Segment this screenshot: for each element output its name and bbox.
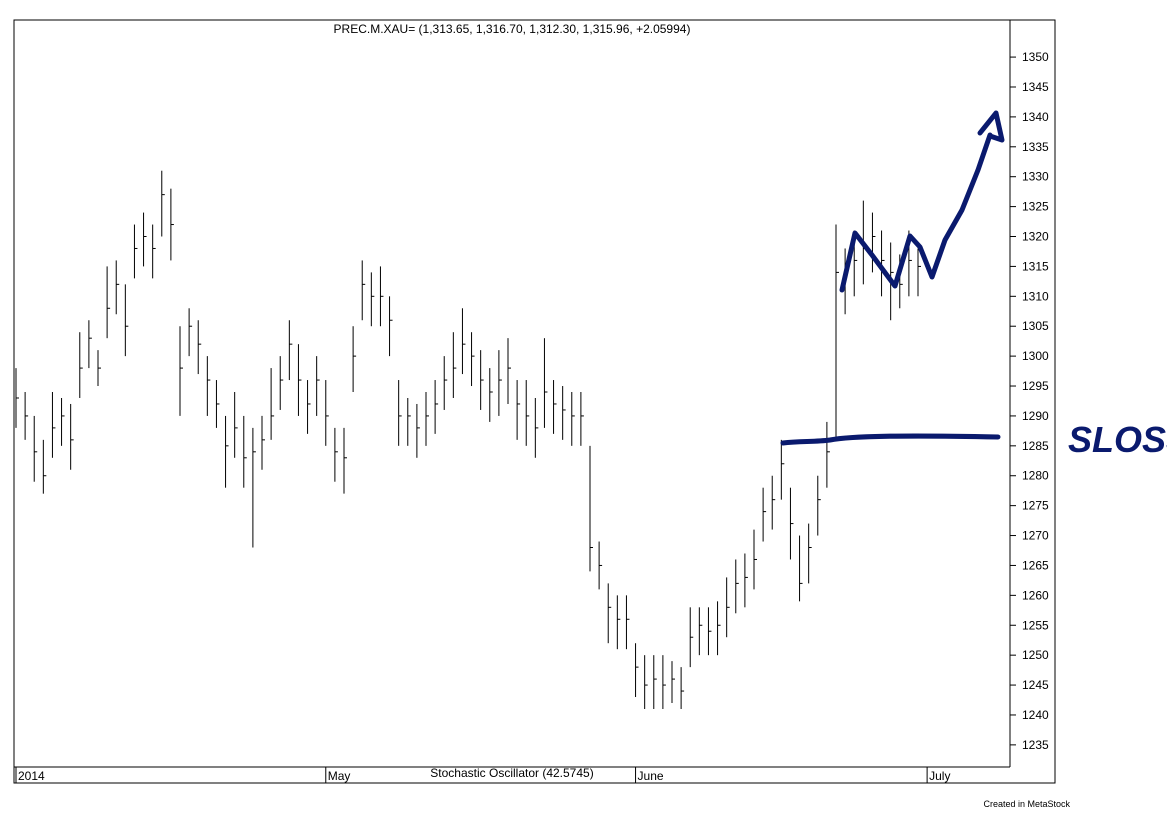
x-tick-label: July [929, 769, 950, 783]
y-tick-label: 1325 [1022, 200, 1049, 214]
chart-frame [13, 19, 1056, 784]
y-tick-label: 1235 [1022, 738, 1049, 752]
y-tick-label: 1250 [1022, 648, 1049, 662]
y-tick-label: 1280 [1022, 469, 1049, 483]
y-tick-label: 1310 [1022, 289, 1049, 303]
chart-title: PREC.M.XAU= (1,313.65, 1,316.70, 1,312.3… [334, 22, 691, 36]
arrow-head [977, 110, 1005, 143]
stop-loss-line [780, 433, 1001, 446]
bars [15, 170, 921, 709]
y-tick-label: 1340 [1022, 110, 1049, 124]
y-tick-label: 1240 [1022, 708, 1049, 722]
x-tick-label: 2014 [18, 769, 45, 783]
y-tick-label: 1275 [1022, 499, 1049, 513]
hand-drawing [780, 110, 1005, 446]
y-tick-label: 1335 [1022, 140, 1049, 154]
y-tick-label: 1350 [1022, 50, 1049, 64]
y-tick-label: 1255 [1022, 618, 1049, 632]
y-tick-label: 1245 [1022, 678, 1049, 692]
y-tick-label: 1265 [1022, 558, 1049, 572]
annotation-text: SLOSS [1068, 419, 1167, 460]
indicator-label: Stochastic Oscillator (42.5745) [430, 766, 593, 780]
y-tick-label: 1345 [1022, 80, 1049, 94]
y-tick-label: 1270 [1022, 529, 1049, 543]
y-tick-label: 1330 [1022, 170, 1049, 184]
y-tick-label: 1285 [1022, 439, 1049, 453]
x-tick-label: May [328, 769, 351, 783]
y-tick-label: 1315 [1022, 259, 1049, 273]
projection-line [839, 132, 993, 293]
y-tick-label: 1305 [1022, 319, 1049, 333]
y-tick-label: 1320 [1022, 230, 1049, 244]
y-tick-label: 1300 [1022, 349, 1049, 363]
y-tick-label: 1290 [1022, 409, 1049, 423]
y-tick-label: 1260 [1022, 588, 1049, 602]
y-tick-label: 1295 [1022, 379, 1049, 393]
footer: Created in MetaStock [983, 799, 1070, 809]
x-tick-label: June [638, 769, 664, 783]
